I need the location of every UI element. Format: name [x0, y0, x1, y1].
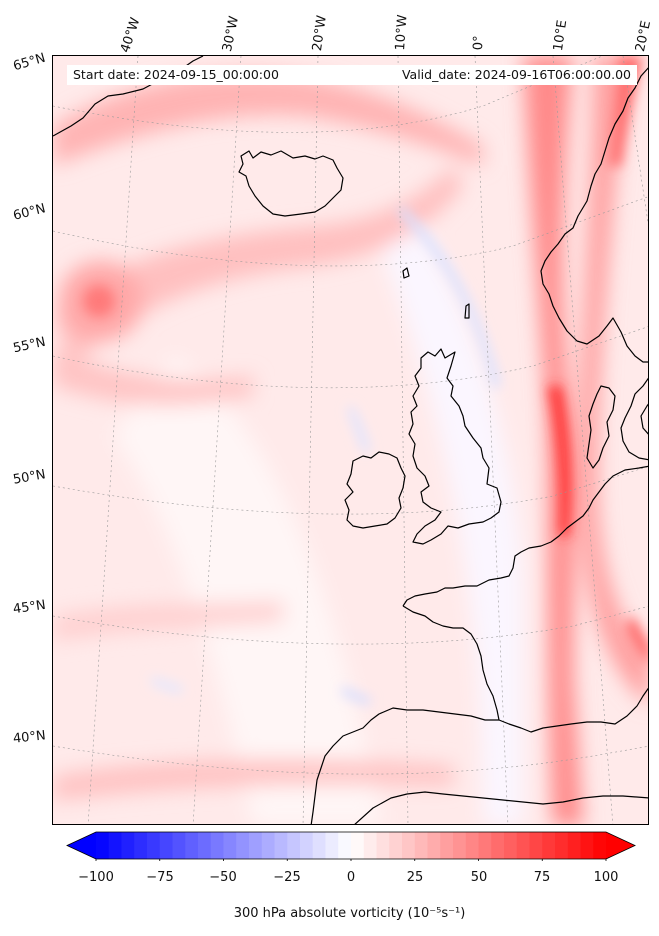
- colorbar-cell: [567, 832, 581, 859]
- coastlines: [53, 56, 648, 824]
- colorbar-cell: [478, 832, 492, 859]
- lat-label-40n: 40°N: [12, 728, 47, 747]
- colorbar-cell: [325, 832, 339, 859]
- colorbar-cell: [338, 832, 352, 859]
- colorbar-tick-label: 100: [593, 870, 619, 885]
- colorbar-tick-label: 75: [533, 870, 551, 885]
- colorbar-cell: [529, 832, 543, 859]
- iberia-coast: [310, 707, 499, 824]
- colorbar-cell: [593, 832, 607, 859]
- colorbar-cell: [402, 832, 416, 859]
- colorbar-cell: [504, 832, 518, 859]
- colorbar: [66, 831, 636, 861]
- norway-coast: [540, 67, 648, 363]
- colorbar-cell: [236, 832, 250, 859]
- colorbar-cell: [580, 832, 594, 859]
- colorbar-cell: [108, 832, 122, 859]
- colorbar-cell: [440, 832, 454, 859]
- colorbar-cell: [427, 832, 441, 859]
- colorbar-tick-label: −50: [209, 870, 237, 885]
- colorbar-high-extend: [606, 832, 635, 859]
- start-date-label: Start date: 2024-09-15_00:00:00: [73, 67, 279, 82]
- colorbar-cell: [172, 832, 186, 859]
- graticule: [53, 56, 648, 824]
- colorbar-cell: [249, 832, 263, 859]
- colorbar-tick-label: 0: [346, 870, 356, 885]
- colorbar-tick-label: −100: [78, 870, 114, 885]
- colorbar-cell: [516, 832, 530, 859]
- lat-label-45n: 45°N: [12, 597, 47, 618]
- lon-label-40w: 40°W: [118, 15, 144, 55]
- colorbar-cell: [414, 832, 428, 859]
- lon-label-10w: 10°W: [393, 14, 411, 52]
- ireland-coast: [344, 451, 406, 529]
- colorbar-cell: [210, 832, 224, 859]
- colorbar-cells: [96, 832, 607, 859]
- lat-label-60n: 60°N: [11, 201, 48, 224]
- colorbar-cell: [312, 832, 326, 859]
- colorbar-cell: [96, 832, 110, 859]
- colorbar-cell: [351, 832, 365, 859]
- colorbar-cell: [261, 832, 275, 859]
- lon-label-0: 0°: [471, 35, 487, 51]
- vorticity-map: [53, 56, 648, 824]
- colorbar-cell: [274, 832, 288, 859]
- colorbar-cell: [287, 832, 301, 859]
- colorbar-tick-label: 50: [470, 870, 488, 885]
- vorticity-field-broad: [53, 56, 648, 824]
- colorbar-cell: [121, 832, 135, 859]
- colorbar-cell: [491, 832, 505, 859]
- colorbar-tick-label: −25: [273, 870, 301, 885]
- colorbar-cell: [453, 832, 467, 859]
- colorbar-tick-label: −75: [146, 870, 174, 885]
- colorbar-cell: [159, 832, 173, 859]
- colorbar-label-wrap: 300 hPa absolute vorticity (10⁻⁵s⁻¹): [0, 906, 659, 921]
- colorbar-cell: [223, 832, 237, 859]
- lon-label-10e: 10°E: [551, 19, 571, 53]
- colorbar-low-extend: [67, 832, 96, 859]
- colorbar-cell: [300, 832, 314, 859]
- colorbar-cell: [555, 832, 569, 859]
- lat-label-65n: 65°N: [11, 50, 48, 75]
- colorbar-tickmarks: [95, 859, 607, 861]
- colorbar-label: 300 hPa absolute vorticity (10⁻⁵s⁻¹): [233, 906, 466, 921]
- colorbar-cell: [389, 832, 403, 859]
- colorbar-cell: [363, 832, 377, 859]
- colorbar-cell: [147, 832, 161, 859]
- colorbar-cell: [376, 832, 390, 859]
- colorbar-cell: [134, 832, 148, 859]
- lat-label-50n: 50°N: [11, 467, 47, 488]
- lon-label-20w: 20°W: [310, 14, 330, 53]
- map-panel: [52, 55, 649, 825]
- colorbar-cell: [185, 832, 199, 859]
- iceland-coast: [238, 150, 344, 217]
- colorbar-cell: [465, 832, 479, 859]
- info-bar: Start date: 2024-09-15_00:00:00 Valid_da…: [67, 65, 637, 85]
- colorbar-cell: [542, 832, 556, 859]
- lon-label-20e: 20°E: [633, 19, 655, 54]
- valid-date-label: Valid_date: 2024-09-16T06:00:00.00: [401, 67, 631, 82]
- colorbar-tick-label: 25: [406, 870, 424, 885]
- great-britain-coast: [408, 348, 502, 545]
- lat-label-55n: 55°N: [11, 334, 47, 357]
- colorbar-cell: [198, 832, 212, 859]
- lon-label-30w: 30°W: [220, 14, 243, 54]
